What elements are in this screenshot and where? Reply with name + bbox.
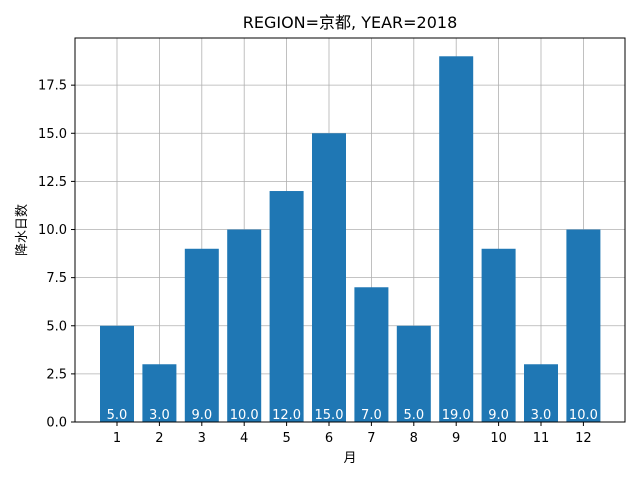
bar-value-label: 19.0 [442, 408, 471, 423]
y-tick-label: 12.5 [38, 175, 67, 190]
bar-month-1 [100, 325, 134, 422]
bar-value-label: 12.0 [272, 408, 301, 423]
x-tick-label: 9 [452, 431, 460, 446]
x-tick-label: 2 [155, 431, 163, 446]
x-tick-label: 6 [325, 431, 333, 446]
bar-value-label: 3.0 [531, 408, 552, 423]
y-tick-label: 0.0 [46, 416, 67, 431]
y-tick-label: 17.5 [38, 79, 67, 94]
bar-month-2 [142, 364, 177, 422]
x-tick-label: 5 [282, 431, 290, 446]
bar-value-label: 5.0 [403, 408, 424, 423]
x-axis-ticks: 1 2 3 4 5 6 7 8 9 10 11 12 [113, 422, 592, 446]
y-tick-label: 5.0 [46, 319, 67, 334]
bar-value-label: 9.0 [191, 408, 212, 423]
bar-month-12 [566, 229, 601, 422]
bar-month-11 [524, 364, 558, 422]
bar-value-label: 3.0 [149, 408, 170, 423]
x-tick-label: 10 [490, 431, 507, 446]
x-tick-label: 1 [113, 431, 121, 446]
y-axis-label: 降水日数 [15, 204, 30, 256]
bar-month-6 [312, 133, 346, 422]
bars [100, 56, 601, 423]
x-tick-label: 7 [367, 431, 375, 446]
bar-month-4 [227, 229, 262, 422]
bar-value-label: 5.0 [107, 408, 128, 423]
bar-value-label: 10.0 [230, 408, 259, 423]
x-tick-label: 11 [533, 431, 550, 446]
y-axis-ticks: 0.0 2.5 5.0 7.5 10.0 12.5 15.0 17.5 [38, 79, 75, 431]
x-axis-label: 月 [343, 451, 356, 466]
x-tick-label: 3 [198, 431, 206, 446]
bar-value-label: 10.0 [569, 408, 598, 423]
bar-value-label: 9.0 [488, 408, 509, 423]
bar-month-8 [396, 325, 431, 422]
bar-month-7 [354, 287, 389, 422]
chart-title: REGION=京都, YEAR=2018 [243, 13, 458, 32]
x-tick-label: 12 [575, 431, 592, 446]
bar-month-9 [439, 56, 474, 423]
bar-month-10 [481, 248, 516, 422]
bar-month-3 [184, 248, 219, 422]
bar-value-label: 15.0 [315, 408, 344, 423]
y-tick-label: 10.0 [38, 223, 67, 238]
y-tick-label: 15.0 [38, 127, 67, 142]
x-tick-label: 8 [410, 431, 418, 446]
y-tick-label: 7.5 [46, 271, 67, 286]
bar-month-5 [269, 191, 304, 422]
x-tick-label: 4 [240, 431, 248, 446]
y-tick-label: 2.5 [46, 367, 67, 382]
bar-value-label: 7.0 [361, 408, 382, 423]
bar-value-labels: 5.0 3.0 9.0 10.0 12.0 15.0 7.0 5.0 19.0 9.0 3.0 10.… [107, 408, 598, 423]
